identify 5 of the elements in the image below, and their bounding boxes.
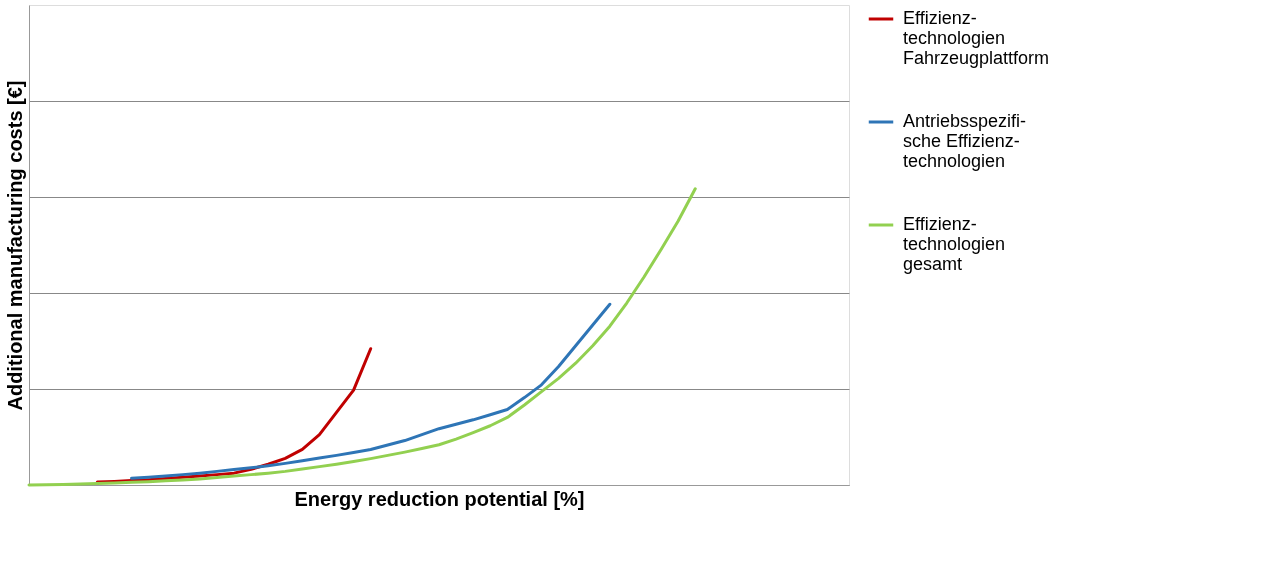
x-axis-title: Energy reduction potential [%] [294, 487, 585, 510]
y-axis-title: Additional manufacturing costs [€] [3, 80, 26, 411]
legend-label: Effizienz- technologien gesamt [903, 214, 1006, 274]
legend-label: Effizienz- technologien Fahrzeugplattform [903, 8, 1050, 68]
legend-label: Antriebsspezifi- sche Effizienz- technologien [903, 111, 1027, 171]
